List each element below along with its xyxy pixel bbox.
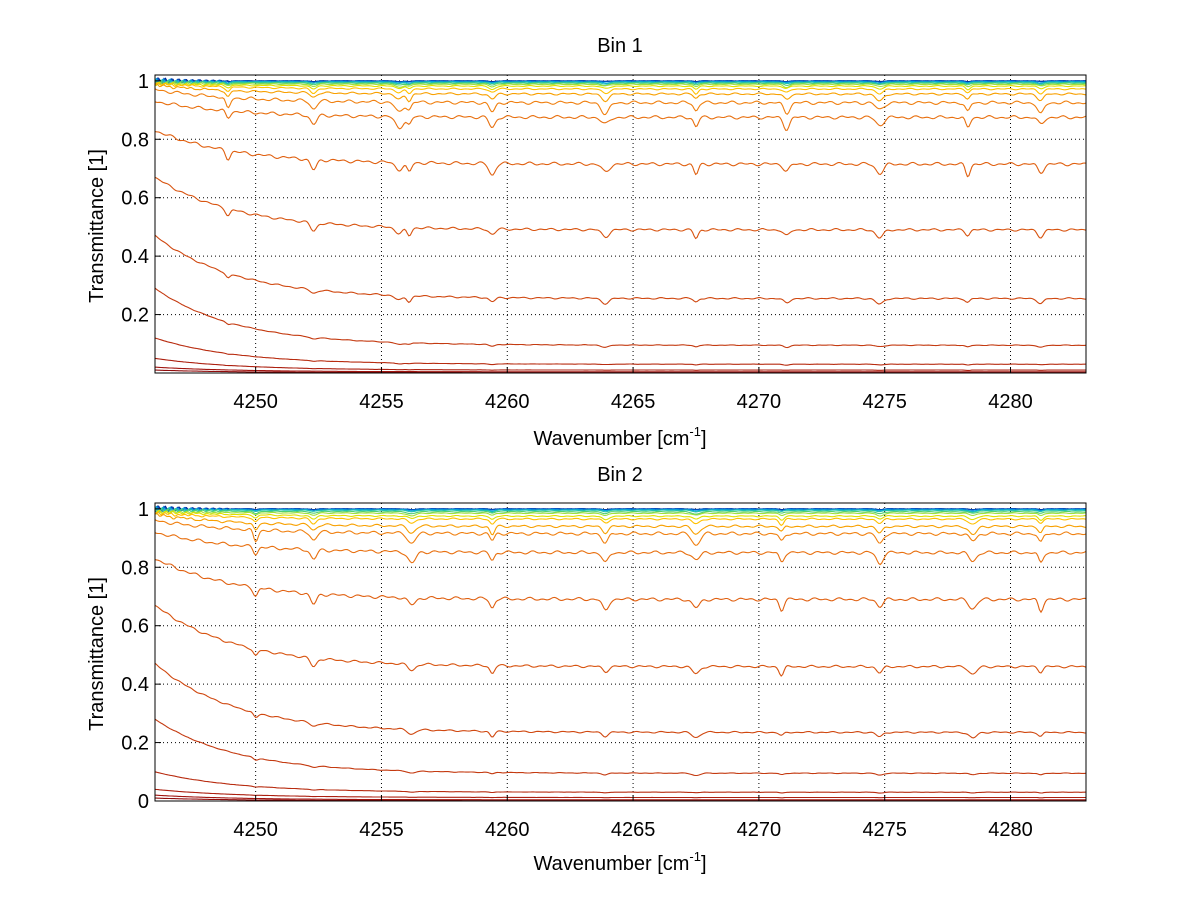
series-line bbox=[154, 101, 1087, 131]
y-tick-label: 1 bbox=[138, 71, 149, 93]
x-axis-label-main: Wavenumber [cm bbox=[533, 853, 689, 875]
x-tick-label: 4250 bbox=[233, 819, 278, 841]
series-line bbox=[154, 559, 1087, 614]
x-tick-label: 4260 bbox=[485, 819, 530, 841]
y-tick-labels: 0 0.2 0.4 0.6 0.8 1 bbox=[121, 499, 149, 813]
series-group bbox=[154, 76, 1087, 374]
x-tick-labels: 4250 4255 4260 4265 4270 4275 4280 bbox=[233, 819, 1032, 841]
series-line bbox=[154, 176, 1087, 240]
x-axis-label-superscript: -1 bbox=[689, 424, 701, 439]
series-line bbox=[154, 507, 1087, 515]
grid-lines bbox=[155, 503, 1086, 802]
x-tick-label: 4275 bbox=[862, 391, 907, 413]
x-axis-label-tail: ] bbox=[701, 428, 707, 450]
series-line bbox=[154, 505, 1086, 513]
y-tick-label: 0.4 bbox=[121, 246, 149, 268]
series-line bbox=[154, 131, 1087, 178]
y-tick-label: 0.2 bbox=[121, 733, 149, 755]
y-tick-label: 0 bbox=[138, 791, 149, 813]
x-axis-label-main: Wavenumber [cm bbox=[533, 428, 689, 450]
x-tick-label: 4270 bbox=[737, 819, 782, 841]
grid-lines bbox=[155, 75, 1086, 373]
series-line bbox=[154, 512, 1087, 536]
series-line bbox=[155, 366, 1086, 373]
x-tick-label: 4280 bbox=[988, 819, 1033, 841]
x-tick-label: 4255 bbox=[359, 819, 404, 841]
series-line bbox=[154, 519, 1087, 546]
x-axis-label: Wavenumber [cm-1] bbox=[533, 424, 706, 450]
series-line bbox=[154, 506, 1087, 513]
y-tick-label: 0.8 bbox=[121, 557, 149, 579]
series-line bbox=[154, 234, 1087, 305]
axes-box bbox=[154, 74, 1087, 374]
series-line bbox=[154, 81, 1087, 95]
series-line bbox=[154, 79, 1087, 87]
subplot-bin-2: 4250 4255 4260 4265 4270 4275 4280 00.20.40.60… bbox=[86, 464, 1087, 875]
series-line bbox=[154, 337, 1087, 366]
x-tick-label: 4270 bbox=[737, 391, 782, 413]
axes-box bbox=[154, 502, 1087, 802]
y-tick-labels: 0.2 0.4 0.6 0.8 1 bbox=[121, 71, 149, 327]
y-tick-label: 0.8 bbox=[121, 129, 149, 151]
series-line bbox=[154, 511, 1087, 527]
series-line bbox=[154, 77, 1086, 85]
series-line bbox=[154, 532, 1087, 566]
x-tick-label: 4255 bbox=[359, 391, 404, 413]
series-line bbox=[154, 604, 1087, 677]
series-line bbox=[154, 509, 1087, 517]
series-line bbox=[155, 794, 1086, 801]
x-tick-labels: 4250 4255 4260 4265 4270 4275 4280 bbox=[233, 391, 1032, 413]
axes-frame bbox=[154, 74, 1087, 374]
y-tick-label: 1 bbox=[138, 499, 149, 521]
series-line bbox=[154, 718, 1087, 777]
series-line bbox=[154, 88, 1087, 116]
series-line bbox=[154, 662, 1087, 739]
axes-frame bbox=[154, 502, 1087, 802]
x-tick-label: 4265 bbox=[611, 391, 656, 413]
series-line bbox=[154, 510, 1086, 522]
x-axis-label-tail: ] bbox=[701, 853, 707, 875]
y-tick-label: 0.4 bbox=[121, 674, 149, 696]
series-line bbox=[154, 78, 1087, 85]
series-line bbox=[154, 788, 1086, 799]
x-axis-label-superscript: -1 bbox=[689, 849, 701, 864]
series-line bbox=[154, 80, 1087, 89]
y-tick-label: 0.6 bbox=[121, 188, 149, 210]
series-group bbox=[154, 504, 1087, 802]
series-line bbox=[154, 82, 1087, 91]
x-tick-label: 4250 bbox=[233, 391, 278, 413]
series-line bbox=[154, 771, 1087, 794]
x-tick-label: 4280 bbox=[988, 391, 1033, 413]
y-tick-label: 0.2 bbox=[121, 305, 149, 327]
x-tick-label: 4275 bbox=[862, 819, 907, 841]
x-axis-label: Wavenumber [cm-1] bbox=[533, 849, 706, 875]
series-line bbox=[154, 287, 1087, 349]
chart-title: Bin 1 bbox=[597, 35, 643, 57]
series-line bbox=[154, 83, 1087, 103]
y-tick-label: 0.6 bbox=[121, 616, 149, 638]
series-line bbox=[154, 357, 1086, 371]
chart-title: Bin 2 bbox=[597, 464, 643, 486]
x-tick-label: 4265 bbox=[611, 819, 656, 841]
y-axis-label: Transmittance [1] bbox=[86, 149, 108, 303]
subplot-bin-1: 4250 4255 4260 4265 4270 4275 4280 0.20.40.60.… bbox=[86, 35, 1087, 450]
x-tick-label: 4260 bbox=[485, 391, 530, 413]
y-axis-label: Transmittance [1] bbox=[86, 577, 108, 731]
